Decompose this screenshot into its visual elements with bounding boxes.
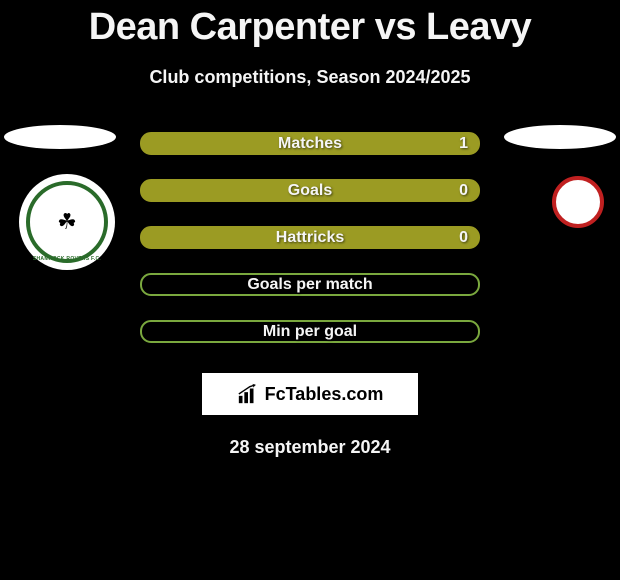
stat-label: Min per goal [263, 323, 357, 341]
stat-label: Goals [288, 182, 332, 200]
stat-label: Hattricks [276, 229, 344, 247]
date-text: 28 september 2024 [0, 437, 620, 458]
stat-value: 0 [459, 182, 468, 200]
page-title: Dean Carpenter vs Leavy [0, 0, 620, 49]
chart-icon [237, 383, 259, 405]
stat-label: Matches [278, 135, 342, 153]
stat-bar-matches: Matches 1 [140, 132, 480, 155]
club-badge-left: ☘ SHAMROCK ROVERS F.C. [19, 174, 115, 270]
stat-label: Goals per match [247, 276, 372, 294]
stat-bar-goals-per-match: Goals per match [140, 273, 480, 296]
player-indicator-right [504, 125, 616, 149]
fctables-label: FcTables.com [265, 384, 384, 405]
fctables-attribution: FcTables.com [202, 373, 418, 415]
shamrock-icon: ☘ [57, 209, 77, 235]
stat-bar-hattricks: Hattricks 0 [140, 226, 480, 249]
subtitle: Club competitions, Season 2024/2025 [0, 67, 620, 88]
stat-value: 0 [459, 229, 468, 247]
stat-bar-goals: Goals 0 [140, 179, 480, 202]
stat-bar-min-per-goal: Min per goal [140, 320, 480, 343]
stat-value: 1 [459, 135, 468, 153]
player-indicator-left [4, 125, 116, 149]
club-badge-right [552, 176, 604, 228]
badge-left-text: SHAMROCK ROVERS F.C. [33, 256, 101, 262]
